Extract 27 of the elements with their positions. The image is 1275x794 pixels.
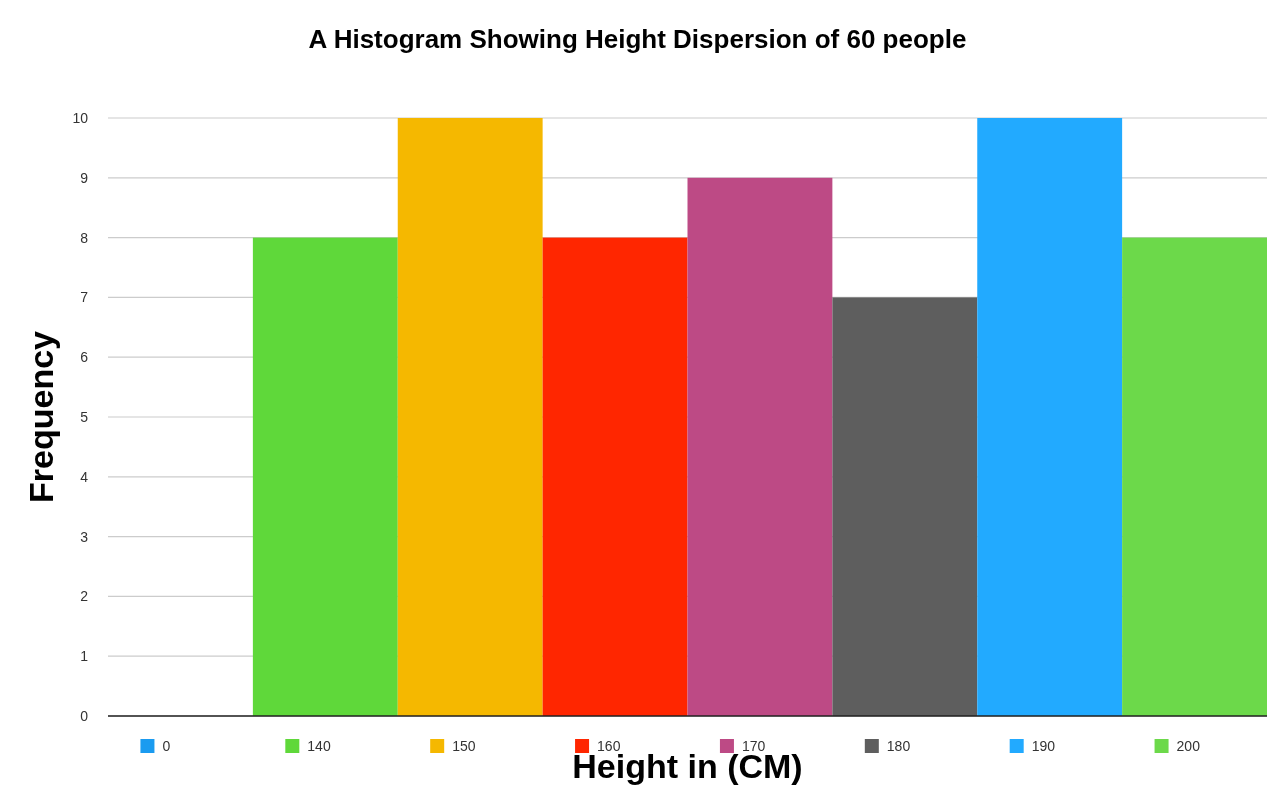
y-tick-label: 5 bbox=[80, 408, 89, 425]
y-tick-label: 0 bbox=[80, 707, 89, 724]
y-tick-label: 6 bbox=[80, 349, 89, 366]
y-tick-label: 3 bbox=[80, 528, 89, 545]
legend-label: 190 bbox=[1031, 737, 1056, 754]
chart-title: A Histogram Showing Height Dispersion of 60 people bbox=[308, 24, 967, 54]
legend-label: 170 bbox=[741, 737, 766, 754]
y-tick-label: 4 bbox=[80, 468, 89, 485]
legend-label: 0 bbox=[162, 737, 171, 754]
legend-label: 200 bbox=[1176, 737, 1201, 754]
bar bbox=[542, 237, 688, 716]
y-tick-label: 8 bbox=[80, 229, 89, 246]
bar bbox=[687, 177, 833, 716]
bar bbox=[397, 118, 543, 716]
y-tick-label: 7 bbox=[80, 289, 89, 306]
legend-label: 180 bbox=[886, 737, 911, 754]
y-tick-label: 9 bbox=[80, 169, 89, 186]
y-tick-label: 10 bbox=[72, 109, 89, 126]
bar bbox=[252, 237, 398, 716]
y-axis-title: Frequency bbox=[22, 330, 60, 503]
y-tick-label: 2 bbox=[80, 588, 89, 605]
legend-label: 140 bbox=[307, 737, 331, 754]
bar bbox=[977, 118, 1123, 716]
legend-label: 150 bbox=[452, 737, 476, 754]
bar bbox=[832, 297, 978, 716]
bar bbox=[1122, 237, 1267, 716]
y-tick-label: 1 bbox=[80, 648, 89, 665]
